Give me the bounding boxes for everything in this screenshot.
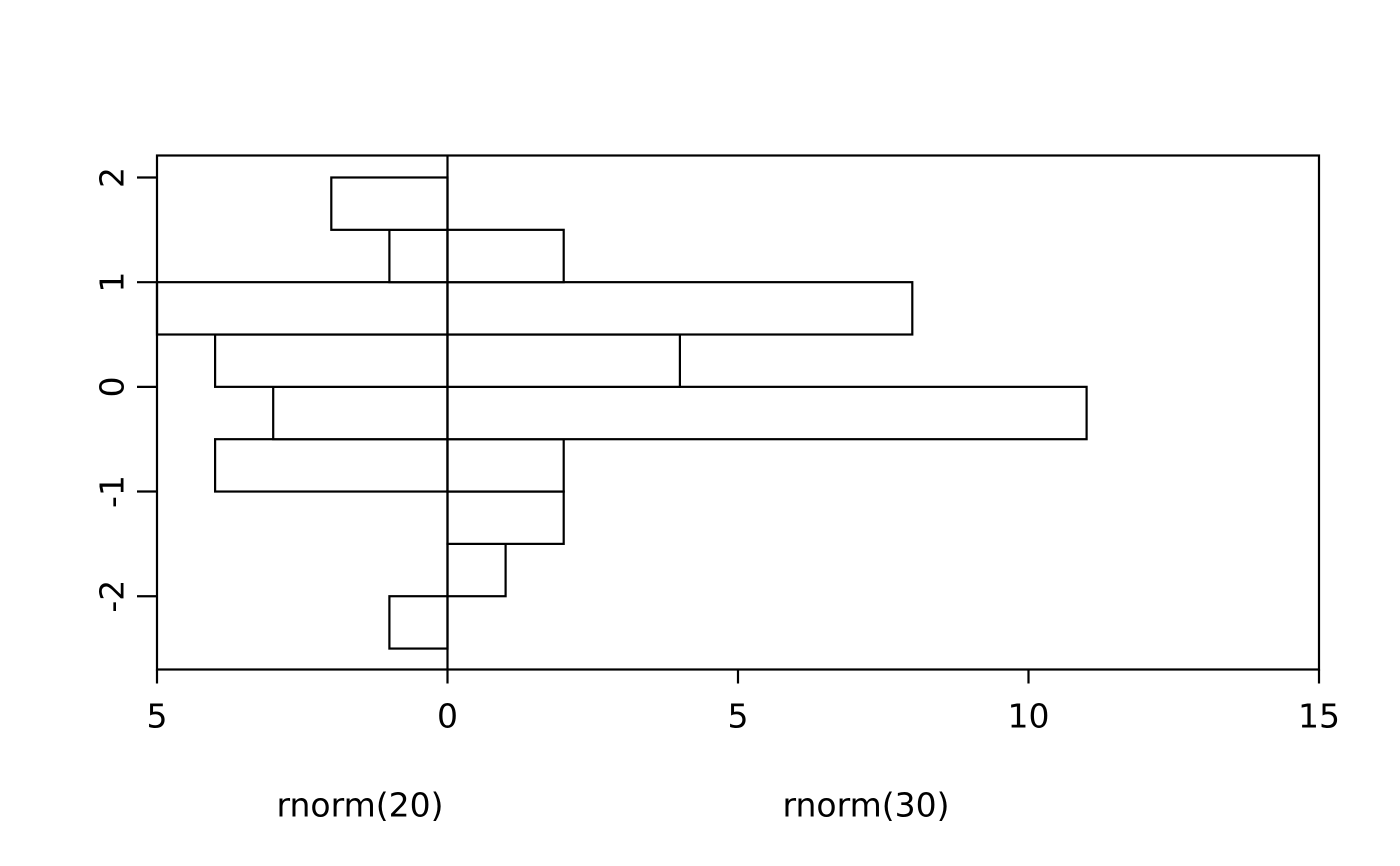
- x-tick-label: 5: [147, 697, 168, 736]
- bars-layer: [155, 176, 1088, 650]
- y-tick-label: -2: [93, 580, 132, 613]
- histogram-bar-left: [214, 333, 449, 388]
- y-tick-label: 2: [93, 167, 132, 188]
- histogram-bar-right: [446, 228, 565, 284]
- x-tick-label: 5: [728, 697, 749, 736]
- histogram-bar-right: [446, 333, 681, 388]
- y-tick-label: 1: [93, 272, 132, 293]
- histogram-bar-left: [388, 595, 449, 650]
- histogram-bar-left: [330, 176, 449, 231]
- x-axis-label-right: rnorm(30): [783, 786, 950, 825]
- x-tick-label: 15: [1298, 697, 1340, 736]
- histogram-bar-right: [446, 281, 914, 336]
- y-tick-label: -1: [93, 475, 132, 508]
- histogram-bar-right: [446, 438, 565, 493]
- histogram-bar-right: [446, 542, 507, 598]
- x-axis-label-left: rnorm(20): [277, 786, 444, 825]
- x-tick-label: 10: [1008, 697, 1050, 736]
- histogram-bar-left: [272, 385, 449, 441]
- histogram-bar-right: [446, 490, 565, 545]
- histogram-bar-right: [446, 385, 1088, 441]
- histogram-bar-left: [388, 228, 449, 284]
- histogram-bar-left: [155, 281, 449, 336]
- y-tick-label: 0: [93, 376, 132, 397]
- x-tick-label: 0: [437, 697, 458, 736]
- histogram-bar-left: [214, 438, 449, 493]
